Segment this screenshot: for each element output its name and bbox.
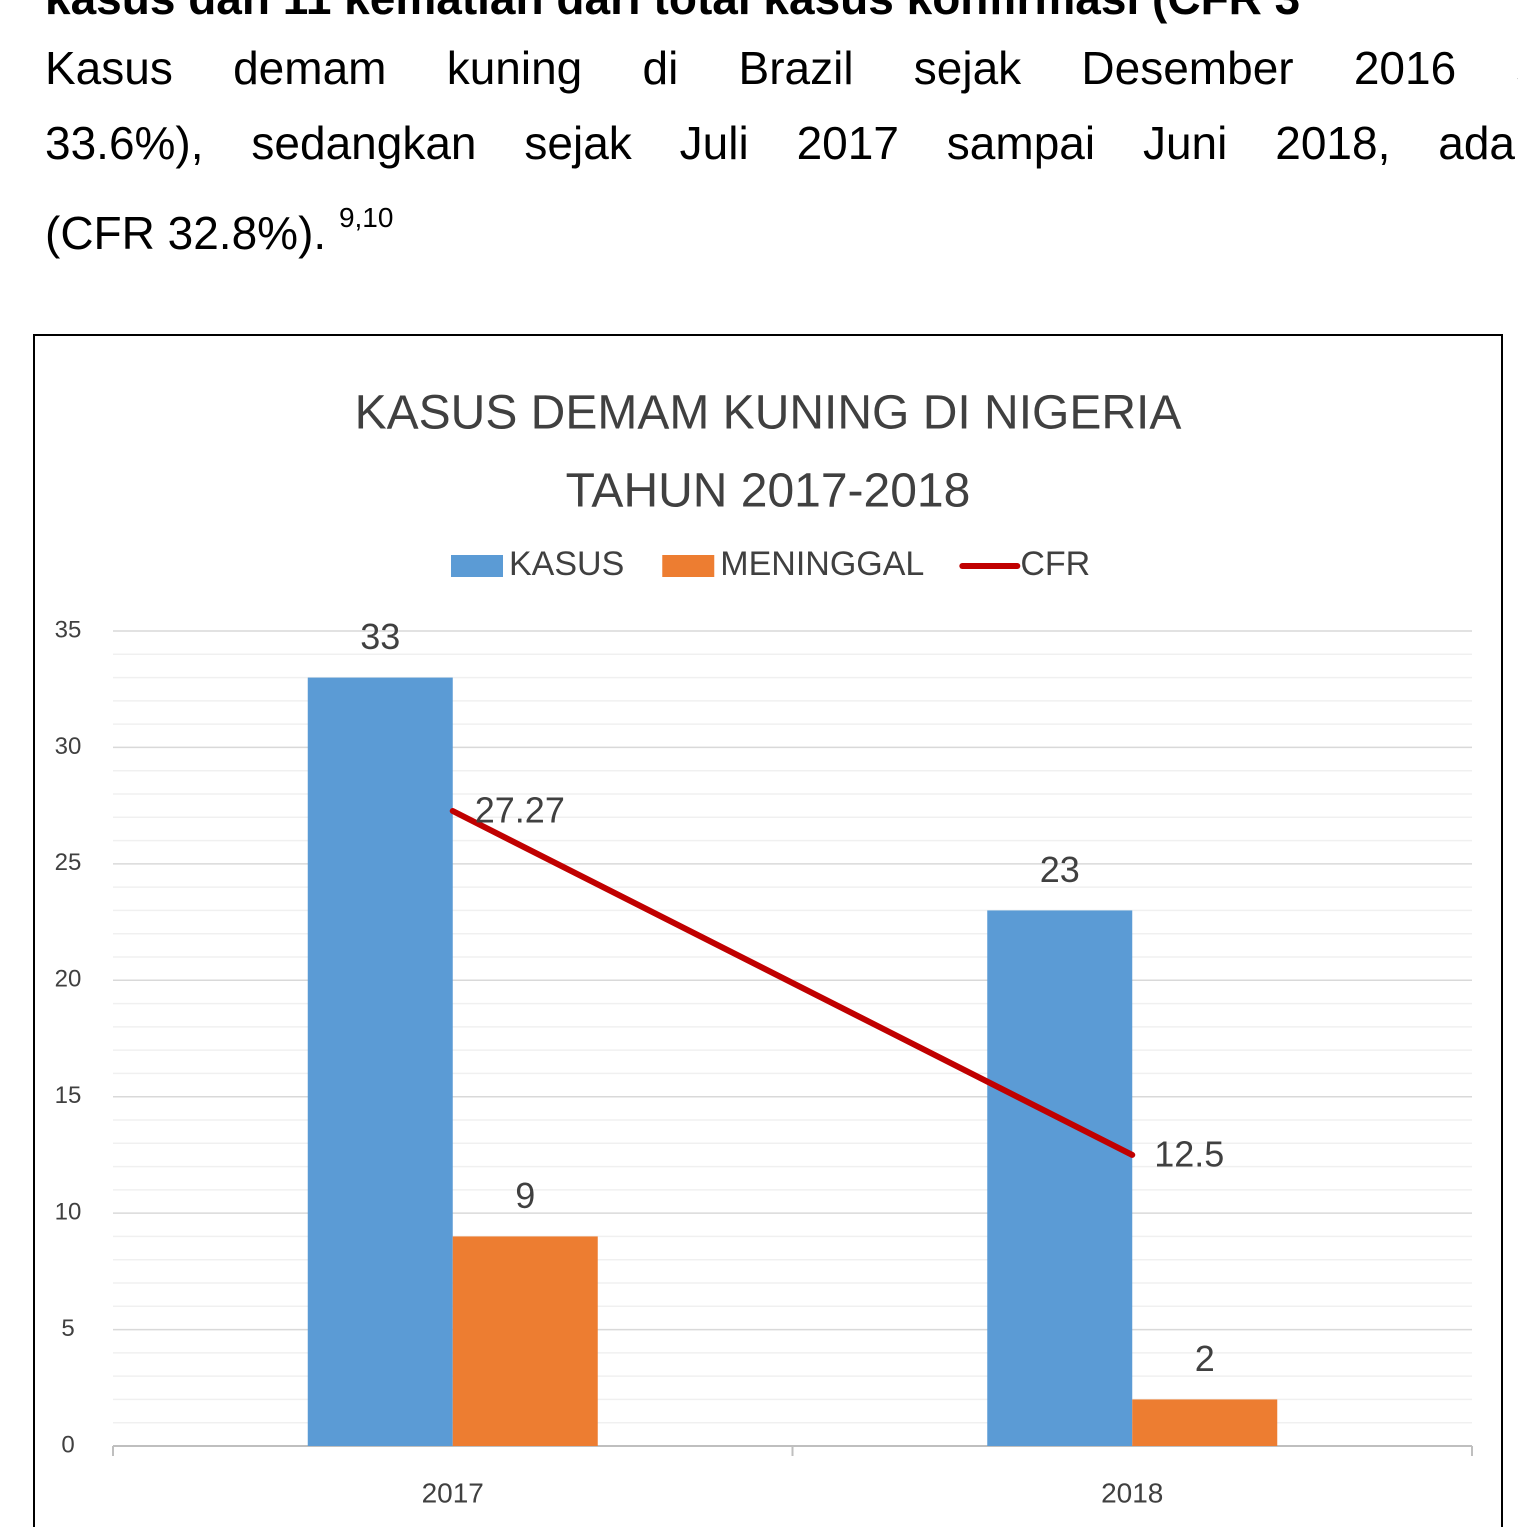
- legend-swatch: [662, 555, 715, 577]
- legend-label: KASUS: [509, 545, 624, 583]
- legend-swatch: [451, 555, 503, 577]
- data-label: 12.5: [1154, 1133, 1224, 1174]
- y-tick-label: 20: [55, 966, 82, 993]
- y-tick-label: 0: [61, 1431, 74, 1458]
- chart-frame: [33, 334, 1503, 1527]
- legend-label: MENINGGAL: [720, 545, 924, 583]
- x-tick-label: 2017: [422, 1477, 484, 1508]
- y-tick-label: 10: [55, 1198, 82, 1225]
- doc-line: kasus dan 11 kematian dari total kasus k…: [45, 0, 1518, 28]
- data-label: 33: [360, 616, 400, 657]
- bar: [307, 677, 453, 1446]
- doc-line: Kasus demam kuning di Brazil sejak Desem…: [45, 42, 1518, 94]
- doc-line: 33.6%), sedangkan sejak Juli 2017 sampai…: [45, 117, 1515, 169]
- data-label: 27.27: [475, 790, 565, 831]
- chart-title: TAHUN 2017-2018: [566, 465, 971, 518]
- y-tick-label: 30: [55, 733, 82, 760]
- data-label: 23: [1040, 849, 1080, 890]
- data-label: 9: [515, 1175, 535, 1216]
- data-label: 2: [1195, 1338, 1215, 1379]
- bar: [452, 1236, 598, 1446]
- legend-label: CFR: [1020, 545, 1090, 583]
- doc-text: (CFR 32.8%).: [45, 207, 327, 259]
- bar: [987, 910, 1133, 1446]
- line: [449, 807, 1136, 1158]
- chart-title: KASUS DEMAM KUNING DI NIGERIA: [355, 387, 1182, 440]
- bar: [1132, 1399, 1278, 1446]
- y-tick-label: 25: [55, 849, 82, 876]
- x-tick-label: 2018: [1101, 1477, 1163, 1508]
- y-tick-label: 5: [61, 1315, 74, 1342]
- doc-line: (CFR 32.8%). 9,10: [45, 188, 1518, 263]
- y-tick-label: 15: [55, 1082, 82, 1109]
- citation: 9,10: [338, 202, 394, 233]
- y-tick-label: 35: [55, 616, 82, 643]
